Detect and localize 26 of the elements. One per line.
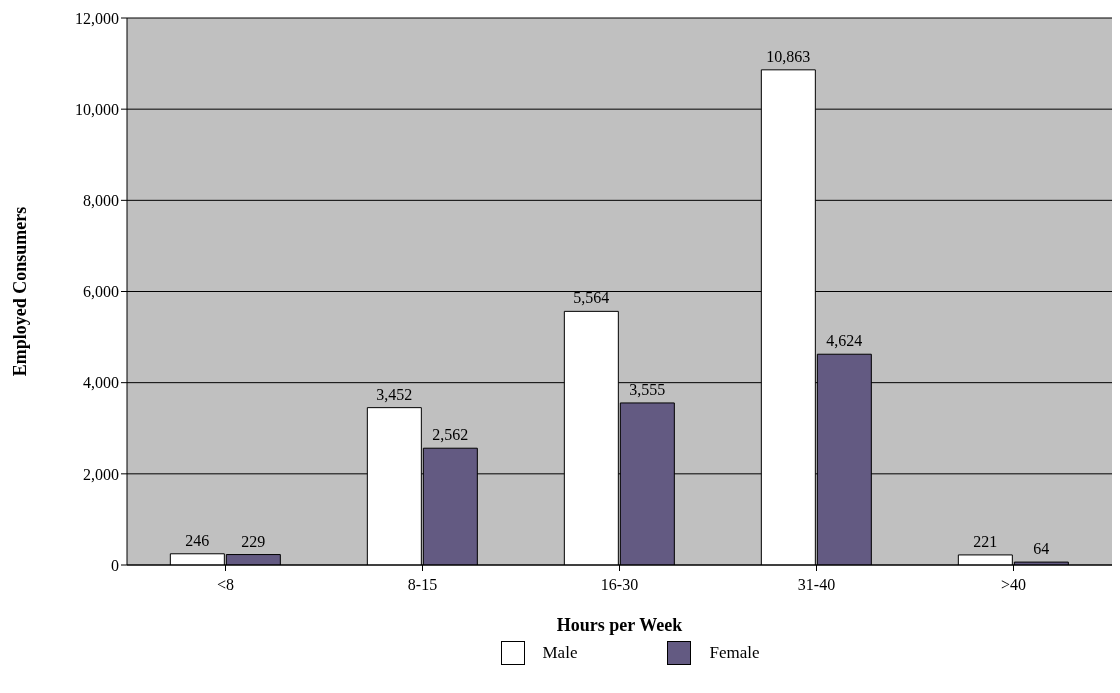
data-label: 5,564 bbox=[573, 289, 610, 307]
x-tick-label: 8-15 bbox=[407, 576, 438, 594]
data-label: 3,452 bbox=[376, 385, 413, 403]
y-tick-label: 8,000 bbox=[83, 192, 119, 210]
y-axis-title: Employed Consumers bbox=[10, 206, 31, 377]
data-label: 246 bbox=[185, 531, 210, 549]
x-tick-label: >40 bbox=[1000, 576, 1027, 594]
data-label: 10,863 bbox=[766, 47, 811, 65]
x-axis-title: Hours per Week bbox=[556, 615, 683, 635]
y-tick-label: 4,000 bbox=[83, 374, 119, 392]
data-label: 229 bbox=[241, 532, 266, 550]
legend-label: Female bbox=[709, 643, 760, 663]
x-tick-label: 16-30 bbox=[600, 576, 639, 594]
data-label: 4,624 bbox=[826, 332, 863, 350]
y-tick-label: 10,000 bbox=[75, 100, 119, 118]
data-label: 3,555 bbox=[629, 380, 666, 398]
data-label: 221 bbox=[973, 532, 998, 550]
y-tick-label: 0 bbox=[111, 556, 119, 574]
x-tick-label: 31-40 bbox=[797, 576, 836, 594]
y-tick-label: 6,000 bbox=[83, 283, 119, 301]
data-label: 2,562 bbox=[432, 426, 469, 444]
y-tick-label: 12,000 bbox=[75, 9, 119, 27]
data-label: 64 bbox=[1033, 540, 1050, 558]
x-tick-label: <8 bbox=[216, 576, 235, 594]
legend-label: Male bbox=[542, 643, 578, 663]
y-tick-label: 2,000 bbox=[83, 465, 119, 483]
